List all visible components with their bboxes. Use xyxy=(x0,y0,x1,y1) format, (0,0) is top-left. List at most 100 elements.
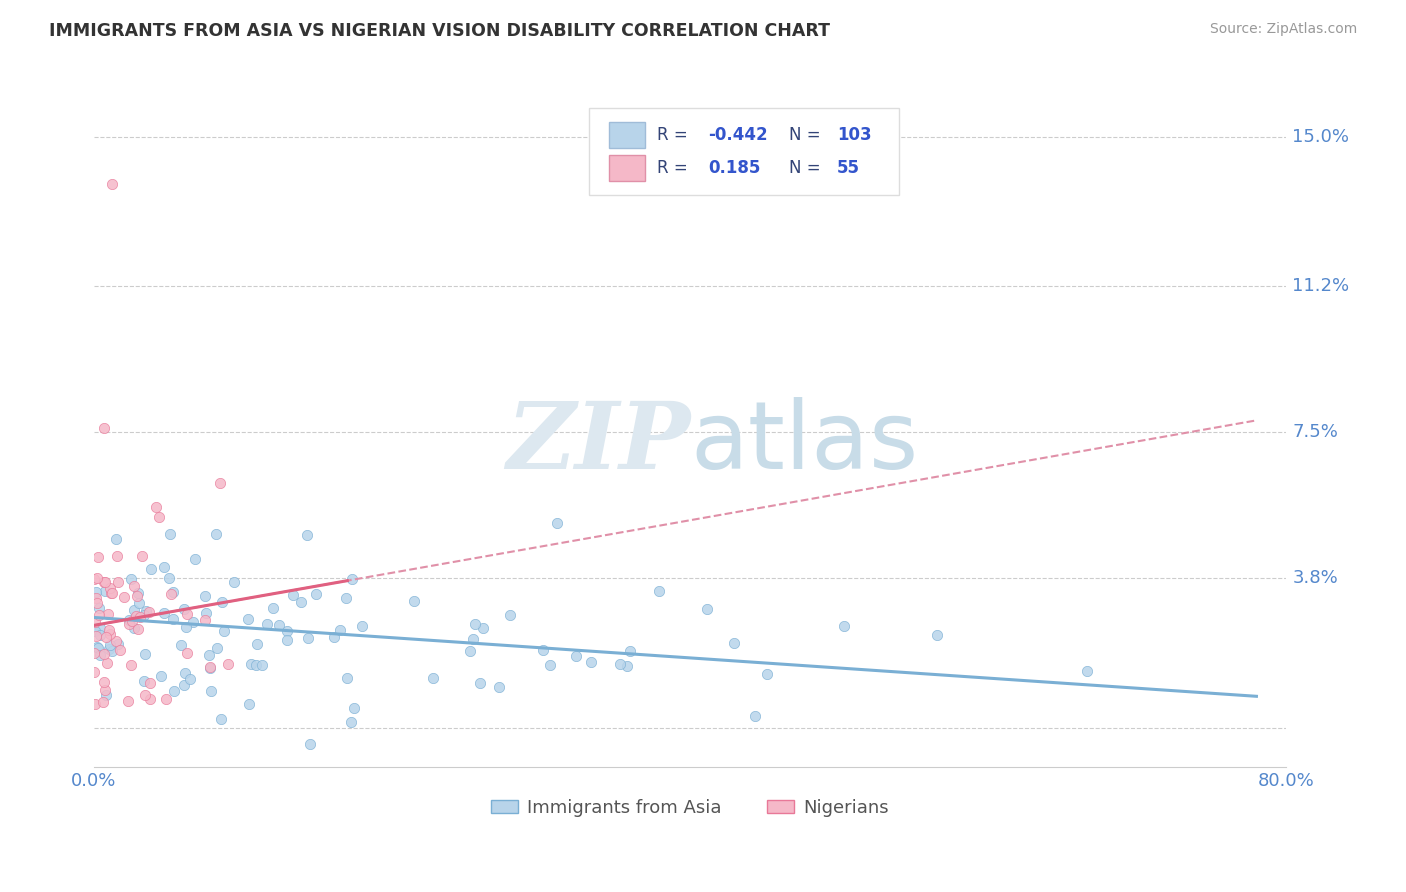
Point xyxy=(105,549,128,563)
Point xyxy=(463,632,485,646)
Point xyxy=(179,672,201,686)
Point xyxy=(98,627,121,641)
Point xyxy=(498,607,520,622)
Point xyxy=(546,516,568,530)
Point xyxy=(89,621,111,635)
Point xyxy=(290,594,312,608)
Point xyxy=(86,571,108,585)
Point xyxy=(86,596,108,610)
Point xyxy=(100,586,122,600)
Point xyxy=(250,657,273,672)
Point xyxy=(174,620,197,634)
Point xyxy=(104,532,127,546)
Point xyxy=(488,680,510,694)
Point xyxy=(97,624,120,638)
Point xyxy=(84,697,107,711)
Point xyxy=(93,648,115,662)
Point xyxy=(122,579,145,593)
Point xyxy=(200,683,222,698)
Point xyxy=(616,658,638,673)
Point xyxy=(404,594,426,608)
Point xyxy=(127,589,149,603)
Point xyxy=(472,621,495,635)
Point xyxy=(83,646,105,660)
Text: R =: R = xyxy=(657,126,688,144)
Point xyxy=(184,552,207,566)
Point xyxy=(138,606,160,620)
Point xyxy=(155,691,177,706)
Point xyxy=(198,661,221,675)
Point xyxy=(97,607,120,621)
Point xyxy=(87,550,110,565)
Point xyxy=(305,587,328,601)
Point xyxy=(127,585,149,599)
Point xyxy=(198,648,221,662)
Point xyxy=(647,583,669,598)
Point xyxy=(145,500,167,514)
Point xyxy=(122,603,145,617)
Point xyxy=(262,600,284,615)
Point xyxy=(212,624,235,639)
Point xyxy=(163,684,186,698)
Point xyxy=(538,657,561,672)
Point xyxy=(94,583,117,598)
Point xyxy=(110,643,132,657)
Point xyxy=(609,657,631,672)
Point xyxy=(217,657,239,672)
Text: N =: N = xyxy=(789,159,821,177)
Point xyxy=(121,615,143,629)
Text: ZIP: ZIP xyxy=(506,398,690,488)
Point xyxy=(132,608,155,623)
Point xyxy=(329,624,352,638)
Point xyxy=(295,528,318,542)
Text: 3.8%: 3.8% xyxy=(1292,569,1339,587)
Text: atlas: atlas xyxy=(690,397,918,489)
Point xyxy=(297,632,319,646)
Point xyxy=(93,674,115,689)
Point xyxy=(83,573,105,587)
Point xyxy=(176,607,198,621)
Point xyxy=(112,591,135,605)
Point xyxy=(245,657,267,672)
Point xyxy=(84,615,107,629)
Point xyxy=(141,562,163,576)
Point xyxy=(94,683,117,698)
Point xyxy=(101,177,124,191)
Point xyxy=(211,595,233,609)
Point xyxy=(149,669,172,683)
Point xyxy=(153,606,176,620)
Point xyxy=(94,630,117,644)
Point xyxy=(565,648,588,663)
Point xyxy=(148,510,170,524)
Point xyxy=(173,678,195,692)
Point xyxy=(125,608,148,623)
Point xyxy=(927,628,949,642)
Legend: Immigrants from Asia, Nigerians: Immigrants from Asia, Nigerians xyxy=(484,791,896,824)
Point xyxy=(343,701,366,715)
Point xyxy=(222,574,245,589)
Point xyxy=(118,617,141,632)
Point xyxy=(322,630,344,644)
Point xyxy=(139,676,162,690)
Point xyxy=(129,610,152,624)
Point xyxy=(160,587,183,601)
Point xyxy=(86,640,108,654)
Point xyxy=(128,596,150,610)
Point xyxy=(299,737,322,751)
Point xyxy=(127,622,149,636)
Point xyxy=(619,643,641,657)
Point xyxy=(208,475,231,490)
Text: Source: ZipAtlas.com: Source: ZipAtlas.com xyxy=(1209,22,1357,37)
Point xyxy=(105,634,128,648)
Point xyxy=(240,657,263,671)
Point xyxy=(159,526,181,541)
Point xyxy=(238,698,260,712)
Text: 0.185: 0.185 xyxy=(709,159,761,177)
Point xyxy=(96,688,118,702)
Point xyxy=(256,616,278,631)
Text: IMMIGRANTS FROM ASIA VS NIGERIAN VISION DISABILITY CORRELATION CHART: IMMIGRANTS FROM ASIA VS NIGERIAN VISION … xyxy=(49,22,830,40)
Point xyxy=(464,617,486,632)
Point xyxy=(755,667,778,681)
Point xyxy=(107,574,129,589)
Point xyxy=(422,671,444,685)
